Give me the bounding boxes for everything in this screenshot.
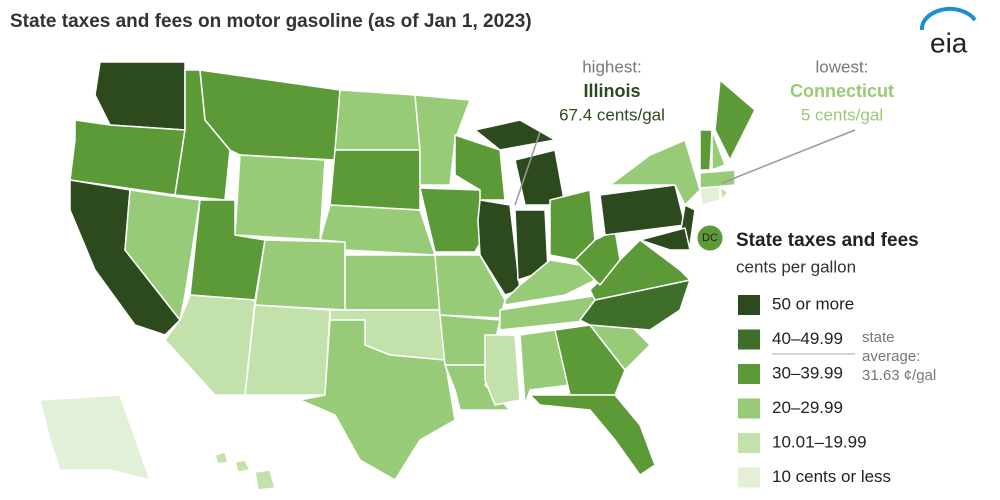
logo: eia: [930, 27, 968, 58]
legend-label: 20–29.99: [772, 398, 843, 417]
legend-label: 10.01–19.99: [772, 432, 867, 451]
state: [529, 394, 656, 476]
state: [699, 186, 721, 206]
state: [714, 79, 756, 161]
legend-swatch: [738, 433, 760, 453]
state: [94, 61, 186, 131]
state: [519, 329, 571, 406]
legend-swatch: [738, 295, 760, 315]
dc-label: DC: [702, 232, 718, 244]
callout-state: Illinois: [583, 81, 640, 101]
state: [124, 189, 201, 321]
legend-swatch: [738, 364, 760, 384]
average-text: average:: [862, 348, 920, 365]
state: [244, 304, 331, 396]
state: [639, 227, 691, 251]
legend-subtitle: cents per gallon: [736, 257, 856, 276]
legend-label: 10 cents or less: [772, 467, 891, 486]
state: [719, 186, 729, 201]
state: [254, 469, 276, 491]
legend-label: 50 or more: [772, 294, 854, 313]
leader-line: [514, 131, 541, 206]
legend-swatch: [738, 398, 760, 419]
callout-state: Connecticut: [790, 81, 894, 101]
callout-label: lowest:: [816, 57, 869, 76]
average-text: state: [862, 329, 895, 346]
legend-title: State taxes and fees: [736, 230, 919, 251]
state: [234, 459, 251, 473]
callout-label: highest:: [582, 57, 642, 76]
logo-arc: [919, 6, 977, 31]
legend: State taxes and fees cents per gallon 50…: [736, 230, 936, 488]
legend-swatch: [738, 467, 760, 488]
state: [39, 394, 151, 481]
state: [574, 229, 621, 286]
state: [319, 204, 436, 256]
legend-label: 40–49.99: [772, 329, 843, 348]
state: [599, 184, 686, 236]
leader-line: [721, 129, 856, 184]
state: [477, 199, 521, 296]
state: [414, 94, 471, 186]
state: [711, 129, 726, 171]
average-text: 31.63 ¢/gal: [862, 367, 936, 384]
state: [299, 319, 456, 481]
state: [334, 89, 421, 151]
state: [699, 169, 736, 189]
legend-label: 30–39.99: [772, 363, 843, 382]
callout-value: 5 cents/gal: [801, 105, 883, 124]
state: [474, 119, 556, 151]
state: [484, 334, 521, 406]
state: [234, 154, 326, 241]
state: [514, 149, 566, 206]
callout-value: 67.4 cents/gal: [559, 105, 665, 124]
state: [329, 149, 421, 211]
legend-swatch: [738, 329, 760, 350]
state: [554, 324, 626, 396]
title: State taxes and fees on motor gasoline (…: [10, 11, 532, 32]
state: [699, 129, 713, 171]
state: [164, 294, 256, 396]
dc-marker: [696, 224, 724, 252]
state: [214, 451, 229, 465]
state: [344, 254, 441, 311]
map: DC: [39, 61, 756, 491]
state: [254, 239, 346, 311]
